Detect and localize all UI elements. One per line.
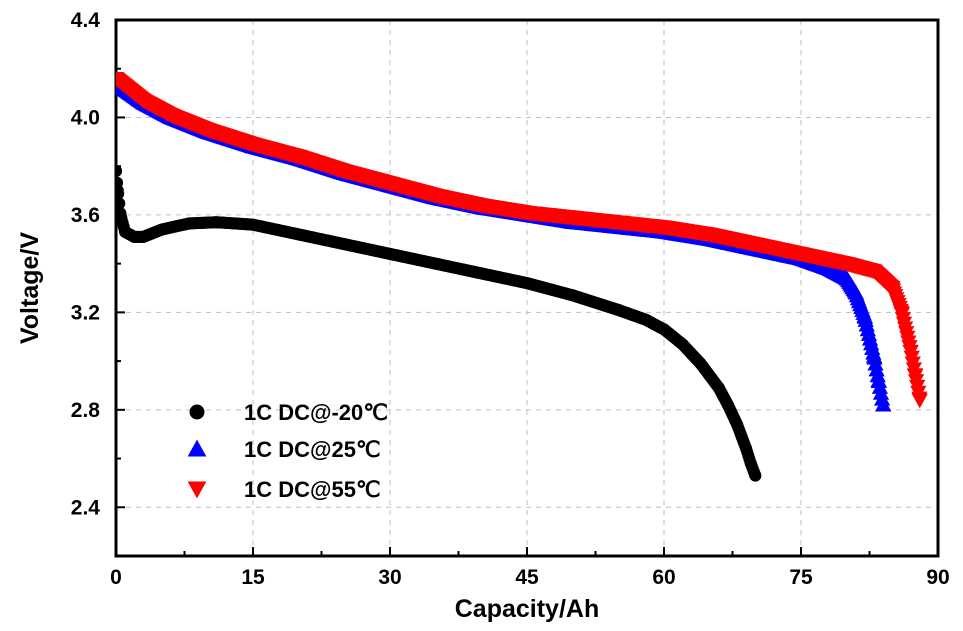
data-point xyxy=(847,284,864,300)
x-tick-label: 75 xyxy=(789,566,813,589)
data-point xyxy=(244,137,262,153)
legend-item: 1C DC@25℃ xyxy=(187,437,381,462)
x-tick-label: 15 xyxy=(241,566,265,589)
data-point xyxy=(676,338,689,351)
data-point xyxy=(384,247,396,260)
data-point xyxy=(162,108,179,124)
legend-marker xyxy=(187,481,207,499)
x-tick-label: 45 xyxy=(515,566,539,589)
data-point xyxy=(183,217,196,230)
data-point xyxy=(749,469,762,482)
data-point xyxy=(712,381,725,394)
data-point xyxy=(868,361,885,377)
data-point xyxy=(116,197,126,210)
legend-label: 1C DC@55℃ xyxy=(244,477,381,502)
legend-label: 1C DC@25℃ xyxy=(244,437,381,462)
data-point xyxy=(740,442,753,455)
data-point xyxy=(292,228,305,241)
legend-label: 1C DC@-20℃ xyxy=(244,400,388,425)
x-tick-label: 90 xyxy=(926,566,949,589)
data-point xyxy=(884,281,901,297)
series-circle xyxy=(116,165,762,482)
data-point xyxy=(210,216,223,229)
data-series xyxy=(116,71,928,482)
data-point xyxy=(731,418,744,431)
y-tick-label: 3.6 xyxy=(71,204,100,227)
legend-item: 1C DC@55℃ xyxy=(187,477,381,502)
y-tick-label: 3.2 xyxy=(71,301,100,324)
data-point xyxy=(116,165,122,178)
data-point xyxy=(865,348,883,363)
data-point xyxy=(744,457,757,470)
data-point xyxy=(872,385,890,400)
data-point xyxy=(135,93,152,109)
data-point xyxy=(655,220,673,236)
data-point xyxy=(870,372,887,388)
data-point xyxy=(865,264,883,280)
data-point xyxy=(610,215,627,231)
x-tick-label: 60 xyxy=(652,566,675,589)
data-point xyxy=(116,208,127,221)
y-tick-labels: 2.4 2.8 3.2 3.6 4.0 4.4 xyxy=(71,9,101,519)
data-point xyxy=(290,149,307,165)
x-tick-labels: 0 15 30 45 60 75 90 xyxy=(110,566,950,589)
y-tick-label: 4.0 xyxy=(71,106,100,129)
data-point xyxy=(875,396,892,412)
data-point xyxy=(792,247,810,263)
data-point xyxy=(747,237,764,253)
legend: 1C DC@-20℃ 1C DC@25℃ 1C DC@55℃ xyxy=(187,400,388,502)
data-point xyxy=(856,309,874,324)
y-axis-title: Voltage/V xyxy=(16,232,44,344)
data-point xyxy=(155,223,168,236)
data-point xyxy=(721,398,734,411)
series-triangle-down xyxy=(116,71,928,409)
legend-item: 1C DC@-20℃ xyxy=(189,400,388,425)
data-point xyxy=(128,230,141,243)
data-point xyxy=(429,257,442,270)
data-point xyxy=(473,198,490,214)
data-point xyxy=(873,390,891,406)
data-point xyxy=(902,344,919,360)
x-tick-label: 30 xyxy=(378,566,401,589)
x-tick-label: 0 xyxy=(110,566,122,589)
data-point xyxy=(694,357,707,370)
data-point xyxy=(137,230,150,243)
data-point xyxy=(427,188,444,204)
data-point xyxy=(612,303,625,316)
data-point xyxy=(911,393,928,409)
data-point xyxy=(116,71,125,87)
data-point xyxy=(119,225,132,238)
y-tick-label: 4.4 xyxy=(71,9,101,32)
data-point xyxy=(867,355,884,371)
data-point xyxy=(701,227,718,243)
data-point xyxy=(381,176,399,192)
data-point xyxy=(518,205,536,221)
data-point xyxy=(838,257,855,272)
data-point xyxy=(564,210,581,226)
legend-marker xyxy=(187,439,207,457)
x-axis-title: Capacity/Ah xyxy=(455,595,599,623)
y-tick-label: 2.4 xyxy=(71,496,101,519)
data-point xyxy=(907,369,924,384)
data-point xyxy=(566,289,579,302)
data-point xyxy=(199,123,216,138)
legend-marker xyxy=(189,404,205,420)
y-tick-label: 2.8 xyxy=(71,399,101,422)
data-point xyxy=(838,270,855,285)
data-point xyxy=(247,218,259,231)
data-point xyxy=(338,238,351,251)
data-point xyxy=(116,184,124,197)
data-point xyxy=(475,267,488,280)
data-point xyxy=(336,164,353,180)
data-point xyxy=(658,323,670,336)
data-point xyxy=(893,305,910,321)
data-point xyxy=(521,277,533,290)
data-point xyxy=(639,313,652,326)
